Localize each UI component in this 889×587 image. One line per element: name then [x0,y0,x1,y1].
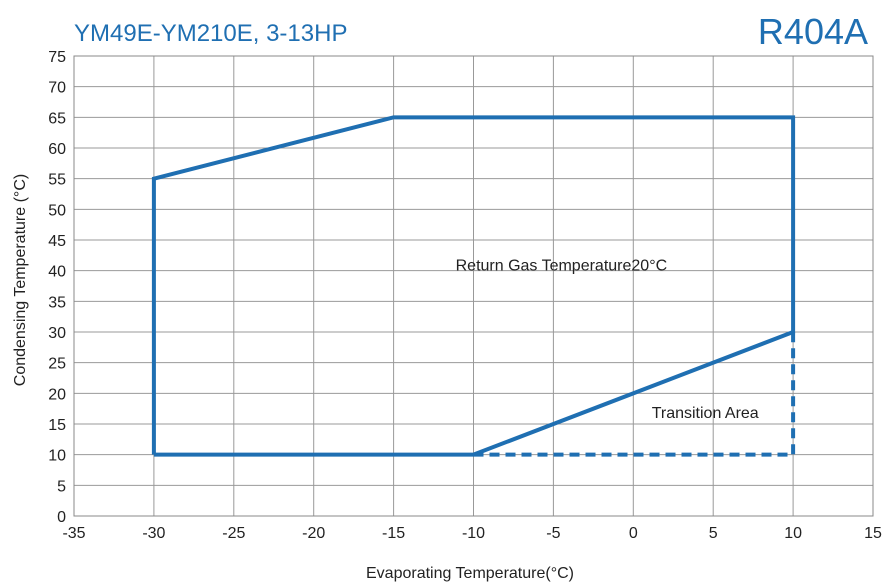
y-tick-label: 55 [48,172,66,189]
y-tick-label: 75 [48,49,66,66]
x-tick-label: 5 [709,525,718,542]
plot-frame [73,55,874,517]
series-line-transition-boundary [473,332,796,457]
y-tick-label: 60 [48,141,66,158]
x-tick-label: -5 [546,525,560,542]
annotation-transition-area: Transition Area [652,405,759,422]
x-tick-label: -25 [222,525,245,542]
x-tick-label: -30 [142,525,165,542]
tick-labels: -35 -30 -25 -20 -15 -10 -5 0 5 10 15 0 5 10 15 20 25 30 35… [48,49,882,542]
y-tick-label: 50 [48,202,66,219]
y-tick-label: 0 [57,509,66,526]
y-tick-label: 30 [48,325,66,342]
y-tick-label: 35 [48,294,66,311]
chart-title: YM49E-YM210E, 3-13HP [74,20,347,47]
series-layer [151,115,796,457]
y-tick-label: 65 [48,110,66,127]
y-tick-label: 20 [48,386,66,403]
y-tick-label: 45 [48,233,66,250]
x-tick-label: -35 [62,525,85,542]
x-tick-label: 0 [629,525,638,542]
x-tick-label: 15 [864,525,882,542]
annotation-return-gas: Return Gas Temperature20°C [456,258,668,275]
grid [73,55,874,517]
x-axis-label: Evaporating Temperature(°C) [366,565,574,582]
y-tick-label: 5 [57,478,66,495]
y-tick-label: 15 [48,417,66,434]
y-tick-label: 25 [48,356,66,373]
refrigerant-badge: R404A [758,11,868,52]
y-tick-label: 10 [48,448,66,465]
x-tick-label: -15 [382,525,405,542]
y-tick-label: 70 [48,80,66,97]
x-tick-label: -20 [302,525,325,542]
y-tick-label: 40 [48,264,66,281]
x-tick-label: 10 [784,525,802,542]
y-axis-label: Condensing Temperature (°C) [12,174,29,386]
x-tick-label: -10 [462,525,485,542]
